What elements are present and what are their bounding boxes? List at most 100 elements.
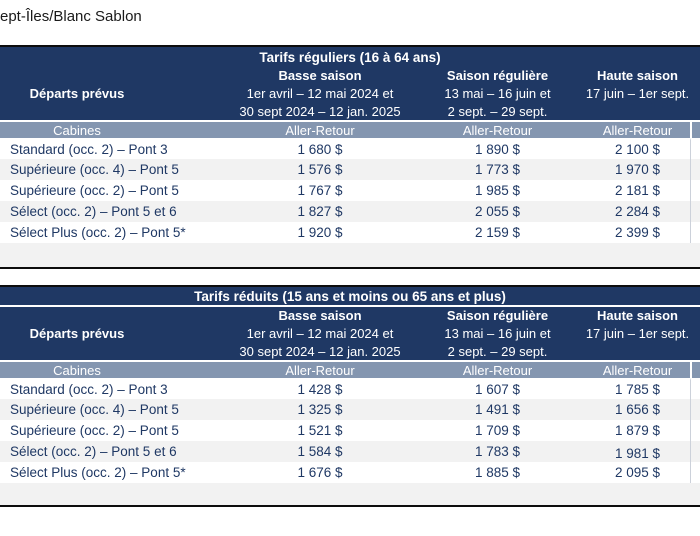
- table-row: Sélect Plus (occ. 2) – Pont 5* 1 676 $ 1…: [0, 462, 700, 483]
- row-sliver: [690, 222, 700, 243]
- season-dates: 17 juin – 1er sept.: [585, 326, 690, 341]
- cabin-cell: Supérieure (occ. 4) – Pont 5: [0, 159, 230, 180]
- price-high-season: 1 785 $: [585, 378, 690, 399]
- season-dates: 13 mai – 16 juin et: [444, 326, 551, 341]
- price-high-season: 1 981 $: [585, 441, 690, 462]
- price-high-season: 1 879 $: [585, 420, 690, 441]
- price-low-season: 1 767 $: [230, 180, 410, 201]
- regular-fares-table: Tarifs réguliers (16 à 64 ans) Départs p…: [0, 45, 700, 269]
- price-high-season: 1 970 $: [585, 159, 690, 180]
- price-high-season: 2 100 $: [585, 138, 690, 159]
- price-low-season: 1 584 $: [230, 441, 410, 462]
- season-header-sliver: [690, 67, 700, 120]
- fare-type-low: Aller-Retour: [230, 120, 410, 138]
- cabins-header: Cabines: [0, 360, 230, 378]
- fare-type-high: Aller-Retour: [585, 360, 690, 378]
- table-row: Supérieure (occ. 2) – Pont 5 1 521 $ 1 7…: [0, 420, 700, 441]
- price-high-season: 2 095 $: [585, 462, 690, 483]
- season-header-low: Basse saison 1er avril – 12 mai 2024 et …: [230, 307, 410, 360]
- price-low-season: 1 428 $: [230, 378, 410, 399]
- cabin-cell: Standard (occ. 2) – Pont 3: [0, 378, 230, 399]
- season-header-high: Haute saison 17 juin – 1er sept.: [585, 67, 690, 120]
- table-row: Standard (occ. 2) – Pont 3 1 680 $ 1 890…: [0, 138, 700, 159]
- price-regular-season: 1 773 $: [410, 159, 585, 180]
- price-low-season: 1 920 $: [230, 222, 410, 243]
- season-name: Basse saison: [278, 308, 362, 323]
- season-name: Haute saison: [597, 308, 678, 323]
- row-sliver: [690, 420, 700, 441]
- table-title: Tarifs réduits (15 ans et moins ou 65 an…: [0, 287, 700, 307]
- cabin-cell: Supérieure (occ. 2) – Pont 5: [0, 420, 230, 441]
- table-row: Supérieure (occ. 4) – Pont 5 1 576 $ 1 7…: [0, 159, 700, 180]
- season-name: Saison régulière: [446, 68, 549, 83]
- table-row: Standard (occ. 2) – Pont 3 1 428 $ 1 607…: [0, 378, 700, 399]
- season-header-row: Départs prévus Basse saison 1er avril – …: [0, 307, 700, 360]
- row-sliver: [690, 201, 700, 222]
- season-dates: 2 sept. – 29 sept.: [447, 103, 548, 119]
- price-regular-season: 1 709 $: [410, 420, 585, 441]
- table-title-row: Tarifs réduits (15 ans et moins ou 65 an…: [0, 287, 700, 307]
- season-header-high: Haute saison 17 juin – 1er sept.: [585, 307, 690, 360]
- table-footer-strip: [0, 243, 700, 269]
- season-name: Haute saison: [597, 68, 678, 83]
- cabin-cell: Sélect (occ. 2) – Pont 5 et 6: [0, 201, 230, 222]
- fare-type-row: Cabines Aller-Retour Aller-Retour Aller-…: [0, 360, 700, 378]
- fare-type-sliver: [690, 360, 700, 378]
- season-dates: 17 juin – 1er sept.: [585, 86, 690, 101]
- season-dates: 1er avril – 12 mai 2024 et: [246, 86, 394, 101]
- season-name: Basse saison: [278, 68, 362, 83]
- row-sliver: [690, 462, 700, 483]
- price-high-season: 1 656 $: [585, 399, 690, 420]
- table-row: Sélect Plus (occ. 2) – Pont 5* 1 920 $ 2…: [0, 222, 700, 243]
- table-row: Supérieure (occ. 4) – Pont 5 1 325 $ 1 4…: [0, 399, 700, 420]
- price-high-season: 2 399 $: [585, 222, 690, 243]
- row-sliver: [690, 378, 700, 399]
- season-dates: 30 sept 2024 – 12 jan. 2025: [239, 343, 401, 359]
- price-low-season: 1 827 $: [230, 201, 410, 222]
- reduced-fares-table: Tarifs réduits (15 ans et moins ou 65 an…: [0, 285, 700, 507]
- fare-type-row: Cabines Aller-Retour Aller-Retour Aller-…: [0, 120, 700, 138]
- row-sliver: [690, 180, 700, 201]
- price-low-season: 1 576 $: [230, 159, 410, 180]
- row-sliver: [690, 159, 700, 180]
- season-dates: 2 sept. – 29 sept.: [447, 343, 548, 359]
- season-header-regular: Saison régulière 13 mai – 16 juin et 2 s…: [410, 307, 585, 360]
- cabin-cell: Sélect (occ. 2) – Pont 5 et 6: [0, 441, 230, 462]
- table-row: Supérieure (occ. 2) – Pont 5 1 767 $ 1 9…: [0, 180, 700, 201]
- price-regular-season: 1 885 $: [410, 462, 585, 483]
- table-row: Sélect (occ. 2) – Pont 5 et 6 1 584 $ 1 …: [0, 441, 700, 462]
- season-header-sliver: [690, 307, 700, 360]
- row-sliver: [690, 138, 700, 159]
- price-low-season: 1 325 $: [230, 399, 410, 420]
- price-regular-season: 1 890 $: [410, 138, 585, 159]
- season-dates: 30 sept 2024 – 12 jan. 2025: [239, 103, 401, 119]
- row-sliver: [690, 399, 700, 420]
- table-footer-strip: [0, 483, 700, 507]
- cabin-cell: Sélect Plus (occ. 2) – Pont 5*: [0, 222, 230, 243]
- price-regular-season: 2 055 $: [410, 201, 585, 222]
- fare-type-low: Aller-Retour: [230, 360, 410, 378]
- departures-header: Départs prévus: [0, 307, 230, 360]
- season-header-row: Départs prévus Basse saison 1er avril – …: [0, 67, 700, 120]
- price-regular-season: 1 491 $: [410, 399, 585, 420]
- fare-type-regular: Aller-Retour: [410, 360, 585, 378]
- season-dates: 13 mai – 16 juin et: [444, 86, 551, 101]
- price-regular-season: 1 985 $: [410, 180, 585, 201]
- price-regular-season: 1 783 $: [410, 441, 585, 462]
- fare-type-high: Aller-Retour: [585, 120, 690, 138]
- price-regular-season: 2 159 $: [410, 222, 585, 243]
- season-name: Saison régulière: [446, 308, 549, 323]
- table-row: Sélect (occ. 2) – Pont 5 et 6 1 827 $ 2 …: [0, 201, 700, 222]
- price-low-season: 1 521 $: [230, 420, 410, 441]
- price-regular-season: 1 607 $: [410, 378, 585, 399]
- table-title: Tarifs réguliers (16 à 64 ans): [0, 47, 700, 67]
- fare-type-sliver: [690, 120, 700, 138]
- price-high-season: 2 284 $: [585, 201, 690, 222]
- cabin-cell: Sélect Plus (occ. 2) – Pont 5*: [0, 462, 230, 483]
- page-title: ept-Îles/Blanc Sablon: [0, 8, 142, 25]
- price-low-season: 1 680 $: [230, 138, 410, 159]
- fare-type-regular: Aller-Retour: [410, 120, 585, 138]
- season-header-low: Basse saison 1er avril – 12 mai 2024 et …: [230, 67, 410, 120]
- table-title-row: Tarifs réguliers (16 à 64 ans): [0, 47, 700, 67]
- departures-header: Départs prévus: [0, 67, 230, 120]
